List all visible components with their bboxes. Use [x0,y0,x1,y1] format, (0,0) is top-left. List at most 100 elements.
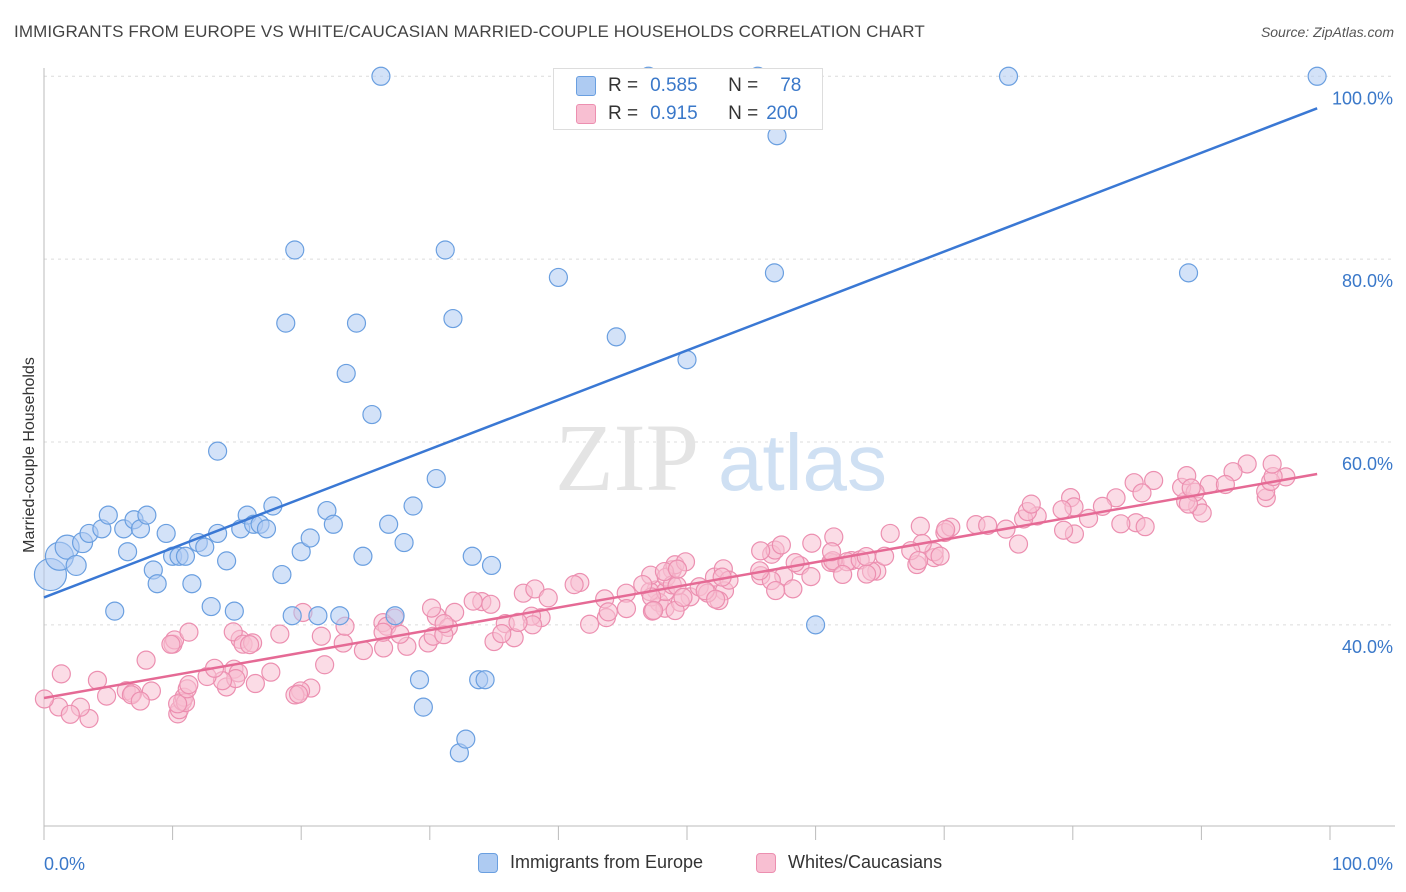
whites-point-89 [880,523,900,544]
chart-title: IMMIGRANTS FROM EUROPE VS WHITE/CAUCASIA… [14,22,925,41]
europe-point-64 [548,267,569,288]
whites-point-177 [936,519,956,540]
whites-point-192 [673,587,693,607]
series-legend: Immigrants from Europe Whites/Caucasians [0,850,1406,880]
europe-point-60 [462,546,482,566]
europe-point-34 [272,564,292,585]
whites-point-193 [1053,520,1074,540]
europe-point-8 [105,601,125,621]
europe-point-48 [371,66,391,86]
whites-point-142 [1106,488,1126,508]
whites-point-184 [168,694,188,714]
whites-point-160 [821,542,842,562]
watermark-atlas: atlas [718,418,887,507]
whites-point-118 [598,602,618,622]
blue-swatch [576,76,596,96]
legend-swatch-pink [756,852,776,873]
europe-point-53 [409,670,430,690]
n-value: 200 [766,103,798,124]
europe-point-71 [805,615,826,635]
europe-point-52 [403,496,423,516]
legend-item-europe[interactable]: Immigrants from Europe [478,852,703,873]
legend-item-whites[interactable]: Whites/Caucasians [756,852,942,873]
whites-point-54 [910,516,930,536]
europe-point-46 [353,546,373,566]
europe-point-22 [195,537,215,557]
whites-point-198 [1052,500,1072,520]
whites-point-76 [315,655,335,675]
europe-point-32 [256,519,277,539]
europe-point-73 [1178,263,1199,283]
europe-point-3 [65,554,87,577]
whites-point-176 [833,564,853,585]
n-label: N = [728,75,759,96]
whites-point-104 [311,626,331,646]
whites-point-35 [1008,534,1029,554]
europe-point-13 [137,505,157,525]
europe-point-19 [175,546,196,566]
whites-point-19 [270,624,290,644]
whites-point-191 [538,588,558,608]
whites-point-178 [60,704,80,724]
whites-point-37 [1144,470,1164,491]
whites-point-121 [1135,517,1155,537]
europe-point-65 [606,327,626,347]
europe-point-25 [208,441,228,461]
whites-point-153 [525,579,545,599]
whites-point-168 [288,684,309,704]
whites-point-44 [421,598,442,618]
watermark-zip: ZIP [555,404,699,511]
whites-point-161 [706,589,726,609]
europe-point-26 [217,551,237,571]
whites-point-117 [1192,503,1212,523]
europe-point-55 [426,468,446,489]
europe-point-45 [346,313,367,333]
watermark: ZIP atlas [555,404,887,511]
europe-point-57 [443,308,463,329]
whites-point-182 [751,541,771,561]
whites-point-146 [564,575,584,595]
europe-point-36 [282,606,302,626]
europe-point-15 [147,574,167,594]
whites-point-42 [353,640,374,661]
whites-point-137 [239,635,260,655]
europe-point-62 [475,670,495,690]
y-tick-label-3: 100.0% [1332,88,1393,108]
trend-lines [43,107,1318,700]
y-tick-label-2: 80.0% [1342,271,1393,291]
whites-point-197 [616,599,637,619]
whites-point-170 [1132,483,1152,503]
legend-swatch-blue [478,852,498,873]
n-label: N = [728,103,759,124]
whites-point-183 [179,675,199,695]
grid-lines [44,75,1395,626]
europe-point-10 [117,542,138,562]
stats-row-pink: R = 0.915 N = 200 [576,103,798,125]
whites-point-159 [801,566,821,587]
r-value: 0.915 [650,103,698,124]
whites-point-26 [245,673,265,694]
whites-point-103 [96,686,117,706]
whites-point-180 [130,691,150,711]
whites-point-72 [978,515,998,535]
whites-point-99 [930,546,950,566]
europe-point-16 [156,523,176,544]
whites-point-119 [580,614,600,634]
europe-point-63 [481,555,502,576]
tick-labels: 40.0% 60.0% 80.0% 100.0% 0.0% 100.0% [44,88,1393,874]
whites-point-74 [161,634,181,654]
whites-point-173 [856,564,877,584]
europe-point-23 [201,596,221,617]
europe-trend-line [43,107,1318,599]
europe-point-37 [285,240,305,260]
europe-point-42 [323,514,343,534]
europe-point-49 [379,514,399,534]
whites-point-167 [1262,454,1282,474]
europe-point-35 [276,313,296,333]
r-label: R = [608,103,639,124]
europe-point-43 [330,606,350,626]
whites-point-40 [783,579,803,599]
europe-point-20 [182,574,202,594]
europe-point-72 [998,66,1019,86]
